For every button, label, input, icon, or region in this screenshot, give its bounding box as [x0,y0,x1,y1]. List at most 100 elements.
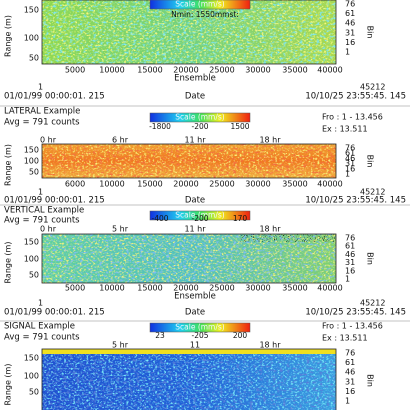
hour-label: 0 hr [40,136,57,145]
panel-title: SIGNAL Example [4,322,75,332]
y-tick-label: 100 [24,372,39,381]
x-tick-label: 40000 [317,284,342,293]
x-axis-label: Ensemble [174,74,216,84]
x-tick-label: 15000 [137,180,162,189]
x-tick-label: 35000 [282,180,307,189]
bin-axis-label: Bin [366,26,375,39]
x-tick-label: 5000 [65,66,85,75]
x-tick-label: 25000 [209,180,234,189]
color-scale [149,112,251,123]
avg-label: Avg = 791 counts [4,118,80,128]
scale-label: Scale (mm/s) [175,0,225,9]
hour-label: 11 hr [184,225,206,234]
y-tick-label: 150 [24,6,39,15]
x-tick-label: 35000 [282,284,307,293]
y-tick-label: 150 [24,354,39,363]
plot-frame [41,233,337,284]
y-tick-label: 50 [29,54,39,63]
x-tick-label: 40000 [317,66,342,75]
panel-title: LATERAL Example [4,107,80,117]
x-tick-label: 20000 [173,180,198,189]
y-tick-label: 100 [24,255,39,264]
hour-label: 0 hr [40,225,57,234]
bin-label: 16 [345,387,355,396]
hour-label: 11 [190,341,200,350]
hour-label: 5 hr [112,225,129,234]
bin-label: 16 [345,38,355,47]
scale-tick: -200 [191,214,208,223]
x-tick-label: 5000 [65,284,85,293]
bin-label: 76 [345,0,355,9]
x-tick-label: 10000 [99,66,124,75]
scale-tick: 170 [233,214,248,223]
y-tick-label: 50 [29,271,39,280]
bin-axis-label: Bin [366,374,375,387]
end-ensemble: 45212 [360,83,385,92]
color-scale [149,210,251,221]
end-date: 10/10/25 23:55:45. 145 [305,92,406,102]
bin-axis-label: Bin [366,252,375,265]
end-date: 10/10/25 23:55:45. 145 [305,308,406,318]
bin-label: 31 [345,28,355,37]
date-label: Date [185,308,205,318]
heatmap-noise [42,349,336,410]
ex-label: Ex : 13.511 [322,125,368,134]
bin-label: 46 [345,19,355,28]
ex-label: Ex : 13.511 [322,334,368,343]
bin-label: 76 [345,234,355,243]
hour-label: 18 hr [259,341,281,350]
plot-frame [41,0,337,65]
bin-label: 1 [345,48,350,57]
bin-label: 16 [345,164,355,173]
plot-frame [41,143,337,179]
start-date: 01/01/99 00:00:01. 215 [4,196,105,206]
x-tick-label: 25000 [209,66,234,75]
y-tick-label: 50 [29,168,39,177]
hour-label: 5 hr [112,341,129,350]
color-scale [149,322,251,333]
scale-tick: -1800 [149,122,171,131]
hour-label: 6 hr [112,136,129,145]
avg-label: Avg = 791 counts [4,216,80,226]
y-tick-label: 100 [24,34,39,43]
scale-tick: 23 [155,331,165,340]
panel-title: VERTICAL Example [4,206,84,216]
bin-label: 1 [345,275,350,284]
y-tick-label: 150 [24,146,39,155]
bin-label: 31 [345,159,355,168]
heatmap-noise [42,144,336,178]
x-tick-label: 40000 [317,180,342,189]
x-tick-label: 6000 [65,180,85,189]
bin-label: 1 [345,170,350,179]
hour-label: 11 hr [184,136,206,145]
avg-label: Avg = 791 counts [4,333,80,343]
bin-label: 76 [345,144,355,153]
bin-label: 46 [345,368,355,377]
scale-tick: -400 [151,214,168,223]
fro-label: Fro : 1 - 13.456 [322,322,383,331]
scale-label: Scale (mm/s) [175,211,225,220]
start-ensemble: 1 [38,188,43,197]
hour-label: 18 hr [259,136,281,145]
range-label: Range (m) [4,242,13,284]
bin-label: 61 [345,9,355,18]
date-label: Date [185,92,205,102]
range-label: Range (m) [4,364,13,406]
x-tick-label: 20000 [173,284,198,293]
bin-axis-label: Bin [366,155,375,168]
scale-label: Scale (mm/s) [175,113,225,122]
scale-label: Scale (mm/s) [175,323,225,332]
x-tick-label: 20000 [173,66,198,75]
bin-label: 76 [345,349,355,358]
heatmap-noise [42,0,336,64]
y-tick-label: 50 [29,388,39,397]
y-tick-label: 150 [24,238,39,247]
x-tick-label: 15000 [137,66,162,75]
start-ensemble: 1 [38,299,43,308]
start-ensemble: 1 [38,83,43,92]
scale-tick: 1500 [230,122,249,131]
bin-label: 61 [345,358,355,367]
scale-tick: -205 [191,331,208,340]
x-tick-label: 30000 [245,284,270,293]
